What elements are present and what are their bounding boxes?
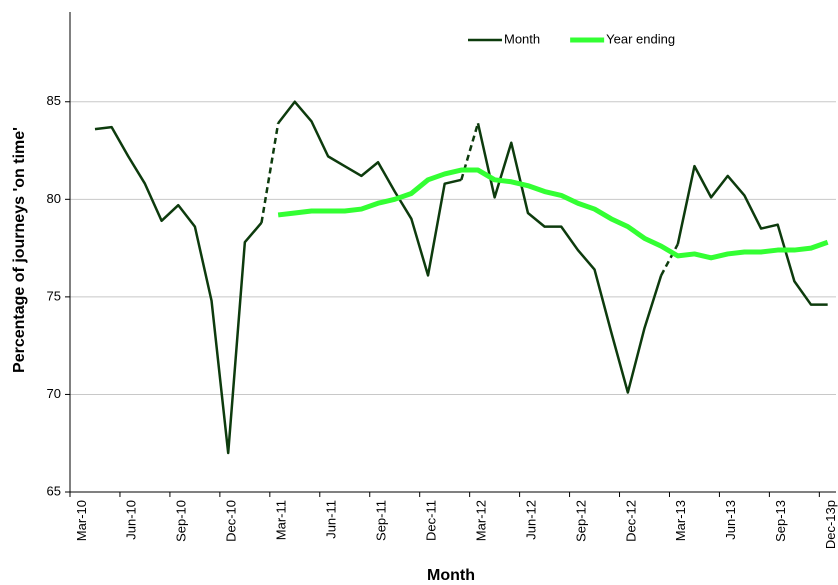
x-axis-title: Month: [427, 567, 475, 584]
y-tick-label: 75: [47, 288, 61, 303]
series-line: [277, 100, 462, 277]
series-dashed-segment: [660, 243, 679, 277]
x-tick-label: Jun-12: [523, 500, 538, 540]
x-tick-label: Mar-10: [74, 500, 89, 541]
y-tick-label: 80: [47, 191, 61, 206]
x-tick-label: Mar-12: [473, 500, 488, 541]
x-tick-label: Sep-13: [773, 500, 788, 542]
y-axis-title: Percentage of journeys 'on time': [11, 127, 28, 373]
x-tick-label: Sep-12: [573, 500, 588, 542]
x-tick-label: Sep-10: [174, 500, 189, 542]
legend-label: Year ending: [606, 31, 675, 46]
x-tick-label: Jun-13: [723, 500, 738, 540]
x-tick-label: Dec-11: [423, 500, 438, 541]
legend-label: Month: [504, 31, 540, 46]
x-tick-label: Dec-13p: [823, 500, 838, 549]
x-tick-label: Mar-11: [274, 500, 289, 540]
series-line: [94, 125, 263, 455]
y-tick-label: 65: [47, 483, 61, 498]
x-tick-label: Dec-10: [224, 500, 239, 542]
series-line: [277, 167, 829, 261]
series-line: [676, 164, 828, 306]
x-tick-label: Jun-10: [124, 500, 139, 540]
x-tick-label: Mar-13: [673, 500, 688, 541]
series-dashed-segment: [260, 123, 280, 223]
y-tick-label: 85: [47, 93, 61, 108]
y-tick-label: 70: [47, 386, 61, 401]
x-tick-label: Sep-11: [374, 500, 389, 541]
x-tick-label: Dec-12: [623, 500, 638, 542]
x-tick-label: Jun-11: [324, 500, 339, 539]
series-line: [476, 122, 663, 394]
